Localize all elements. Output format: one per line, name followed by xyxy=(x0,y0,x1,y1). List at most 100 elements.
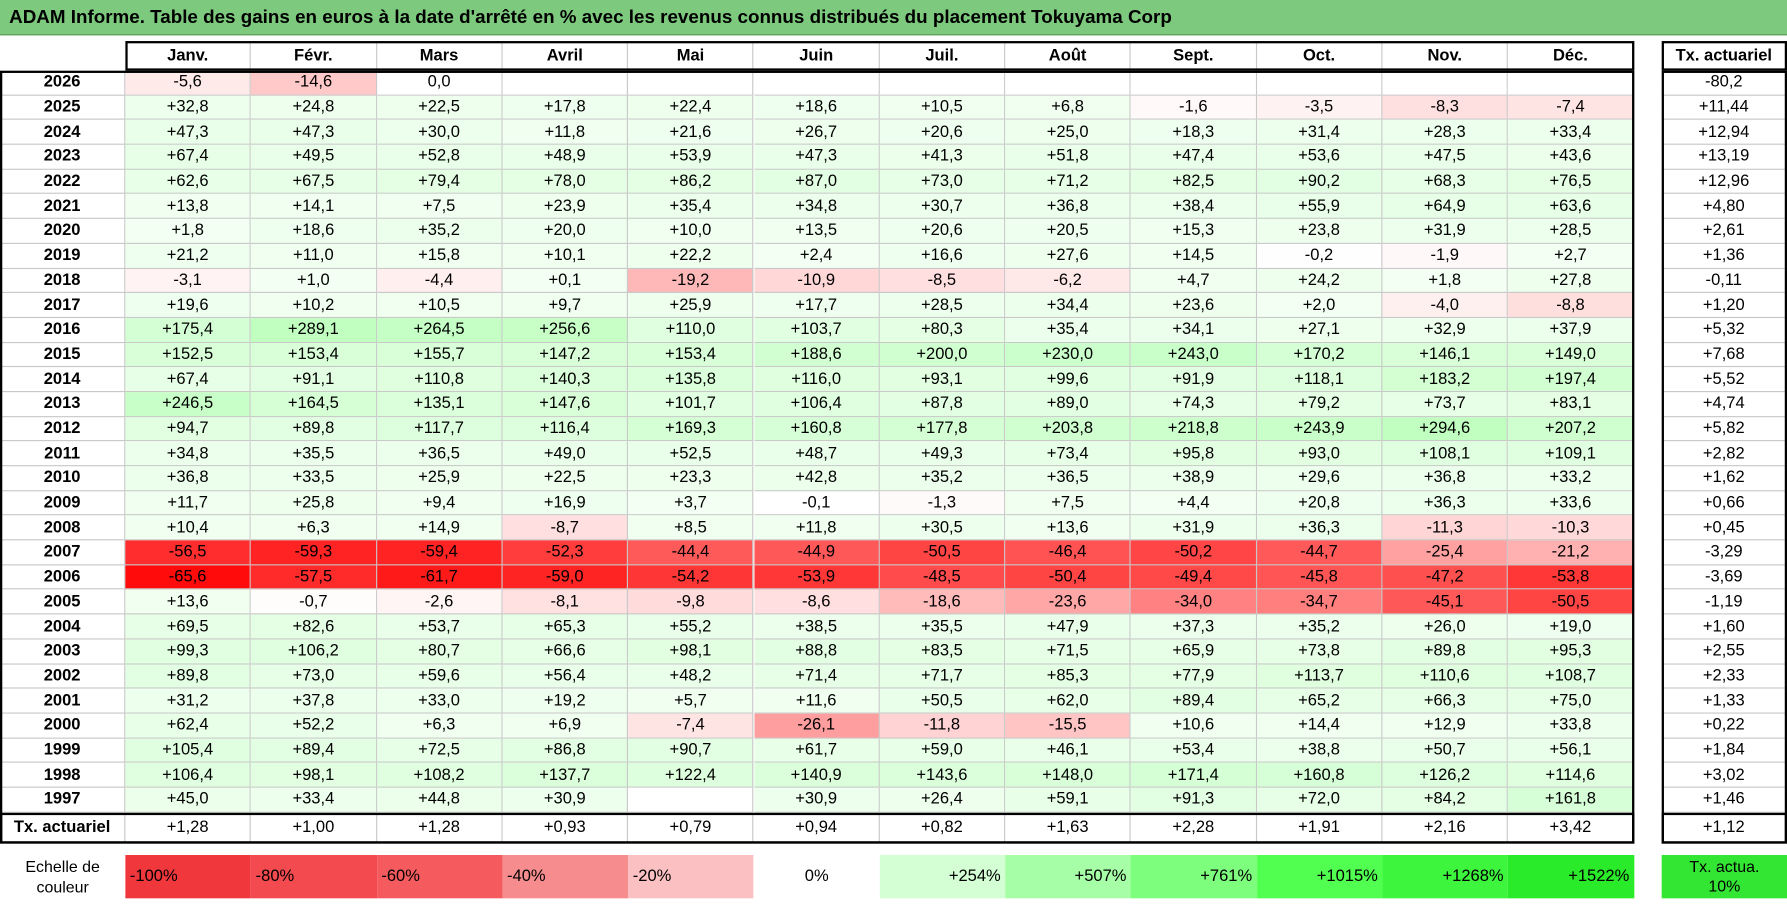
value-cell: -53,9 xyxy=(753,565,880,590)
value-cell: +43,6 xyxy=(1508,144,1634,170)
total-cell: +4,74 xyxy=(1661,392,1787,417)
value-cell: +50,5 xyxy=(879,688,1006,714)
value-cell: +38,5 xyxy=(753,614,880,640)
value-cell: +28,5 xyxy=(1508,219,1634,244)
value-cell xyxy=(502,70,629,96)
value-cell: -25,4 xyxy=(1382,540,1509,566)
value-cell: +21,2 xyxy=(125,243,252,269)
value-cell: +65,9 xyxy=(1131,639,1257,665)
value-cell: +38,9 xyxy=(1131,466,1257,492)
year-cell: 2011 xyxy=(0,441,126,467)
total-cell: +5,52 xyxy=(1661,367,1787,393)
value-cell: +23,6 xyxy=(1131,293,1257,318)
value-cell: +71,7 xyxy=(879,664,1006,689)
value-cell: +11,0 xyxy=(251,243,377,269)
value-cell: +2,0 xyxy=(1256,293,1383,318)
value-cell: +36,5 xyxy=(376,441,503,467)
value-cell: +47,3 xyxy=(753,144,880,170)
value-cell: +114,6 xyxy=(1508,763,1634,788)
value-cell: +36,8 xyxy=(1382,466,1509,492)
month-header: Avril xyxy=(502,41,629,71)
scale-step: +507% xyxy=(1005,855,1132,899)
value-cell: +105,4 xyxy=(125,738,252,764)
value-cell: +9,4 xyxy=(376,491,503,516)
value-cell: +153,4 xyxy=(251,342,377,368)
value-cell: +67,4 xyxy=(125,144,252,170)
value-cell: +14,4 xyxy=(1256,713,1383,739)
value-cell: +146,1 xyxy=(1382,342,1509,368)
year-cell: 1999 xyxy=(0,738,126,764)
value-cell: +47,9 xyxy=(1005,614,1132,640)
total-cell: +0,22 xyxy=(1661,713,1787,739)
value-cell: +42,8 xyxy=(753,466,880,492)
value-cell: +13,6 xyxy=(1005,515,1132,541)
value-cell: +35,2 xyxy=(1256,614,1383,640)
value-cell: +4,7 xyxy=(1131,268,1257,294)
month-header: Mars xyxy=(376,41,503,71)
value-cell: +6,9 xyxy=(502,713,629,739)
value-cell: +15,8 xyxy=(376,243,503,269)
value-cell: +13,5 xyxy=(753,219,880,244)
total-cell: +11,44 xyxy=(1661,95,1787,121)
value-cell: +108,7 xyxy=(1508,664,1634,689)
total-cell: +3,02 xyxy=(1661,763,1787,788)
value-cell: +15,3 xyxy=(1131,219,1257,244)
month-header: Déc. xyxy=(1508,41,1634,71)
scale-step: 0% xyxy=(753,855,880,899)
value-cell: +11,6 xyxy=(753,688,880,714)
value-cell: -2,6 xyxy=(376,589,503,615)
value-cell: +53,9 xyxy=(628,144,754,170)
value-cell: +18,6 xyxy=(251,219,377,244)
value-cell: +27,8 xyxy=(1508,268,1634,294)
value-cell: +31,2 xyxy=(125,688,252,714)
value-cell: -18,6 xyxy=(879,589,1006,615)
value-cell: +69,5 xyxy=(125,614,252,640)
value-cell: +1,8 xyxy=(125,219,252,244)
total-cell: +5,32 xyxy=(1661,317,1787,343)
value-cell: +52,8 xyxy=(376,144,503,170)
value-cell: +28,5 xyxy=(879,293,1006,318)
footer-cell: +0,79 xyxy=(628,812,754,844)
value-cell: +48,2 xyxy=(628,664,754,689)
value-cell: +28,3 xyxy=(1382,120,1509,145)
value-cell: -48,5 xyxy=(879,565,1006,590)
value-cell: +87,8 xyxy=(879,392,1006,417)
value-cell: +53,7 xyxy=(376,614,503,640)
value-cell: +37,9 xyxy=(1508,317,1634,343)
value-cell: +35,4 xyxy=(628,194,754,220)
value-cell: +160,8 xyxy=(753,416,880,442)
value-cell: -1,6 xyxy=(1131,95,1257,121)
value-cell: -50,2 xyxy=(1131,540,1257,566)
value-cell: +161,8 xyxy=(1508,787,1634,813)
value-cell: +65,2 xyxy=(1256,688,1383,714)
value-cell: +6,3 xyxy=(376,713,503,739)
value-cell: -53,8 xyxy=(1508,565,1634,590)
value-cell: +29,6 xyxy=(1256,466,1383,492)
scale-label: Echelle de couleur xyxy=(25,857,100,897)
value-cell: -11,3 xyxy=(1382,515,1509,541)
value-cell: +14,1 xyxy=(251,194,377,220)
value-cell: +26,4 xyxy=(879,787,1006,813)
value-cell: -57,5 xyxy=(251,565,377,590)
value-cell: +13,6 xyxy=(125,589,252,615)
footer-cell: +0,93 xyxy=(502,812,629,844)
value-cell: -59,0 xyxy=(502,565,629,590)
value-cell: +16,9 xyxy=(502,491,629,516)
value-cell: -56,5 xyxy=(125,540,252,566)
value-cell: +30,9 xyxy=(502,787,629,813)
value-cell: +23,9 xyxy=(502,194,629,220)
value-cell: -59,4 xyxy=(376,540,503,566)
month-header: Juin xyxy=(753,41,880,71)
value-cell xyxy=(1005,70,1132,96)
year-cell: 1997 xyxy=(0,787,126,813)
month-header: Oct. xyxy=(1256,41,1383,71)
value-cell: +47,3 xyxy=(125,120,252,145)
value-cell: +20,0 xyxy=(502,219,629,244)
value-cell: +52,2 xyxy=(251,713,377,739)
value-cell: +110,6 xyxy=(1382,664,1509,689)
value-cell: -54,2 xyxy=(628,565,754,590)
footer-cell: +1,91 xyxy=(1256,812,1383,844)
value-cell: +63,6 xyxy=(1508,194,1634,220)
value-cell: -52,3 xyxy=(502,540,629,566)
value-cell: +36,3 xyxy=(1256,515,1383,541)
